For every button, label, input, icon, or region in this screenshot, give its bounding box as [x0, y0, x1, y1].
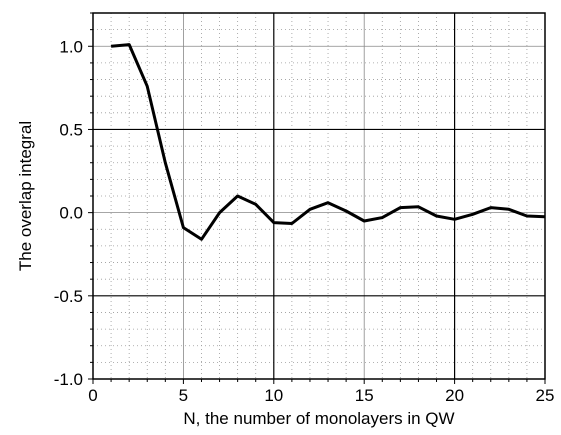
x-tick-label: 0	[88, 386, 97, 405]
x-tick-label: 25	[536, 386, 555, 405]
y-axis-ticks: -1.0 -0.5 0.0 0.5 1.0	[54, 12, 93, 389]
series-layer	[110, 43, 546, 241]
y-tick-label: 0.0	[59, 204, 83, 223]
x-tick-label: 5	[179, 386, 188, 405]
y-tick-label: 1.0	[59, 37, 83, 56]
x-tick-label: 15	[355, 386, 374, 405]
x-tick-label: 20	[445, 386, 464, 405]
x-axis-ticks: 0 5 10 15 20 25	[88, 379, 554, 405]
x-axis-title: N, the number of monolayers in QW	[183, 409, 454, 428]
minor-grid	[93, 12, 545, 379]
y-tick-label: -0.5	[54, 287, 83, 306]
y-axis-title: The overlap integral	[16, 121, 35, 271]
y-tick-label: 0.5	[59, 120, 83, 139]
series-line	[110, 43, 546, 241]
y-tick-label: -1.0	[54, 370, 83, 389]
x-tick-label: 10	[264, 386, 283, 405]
